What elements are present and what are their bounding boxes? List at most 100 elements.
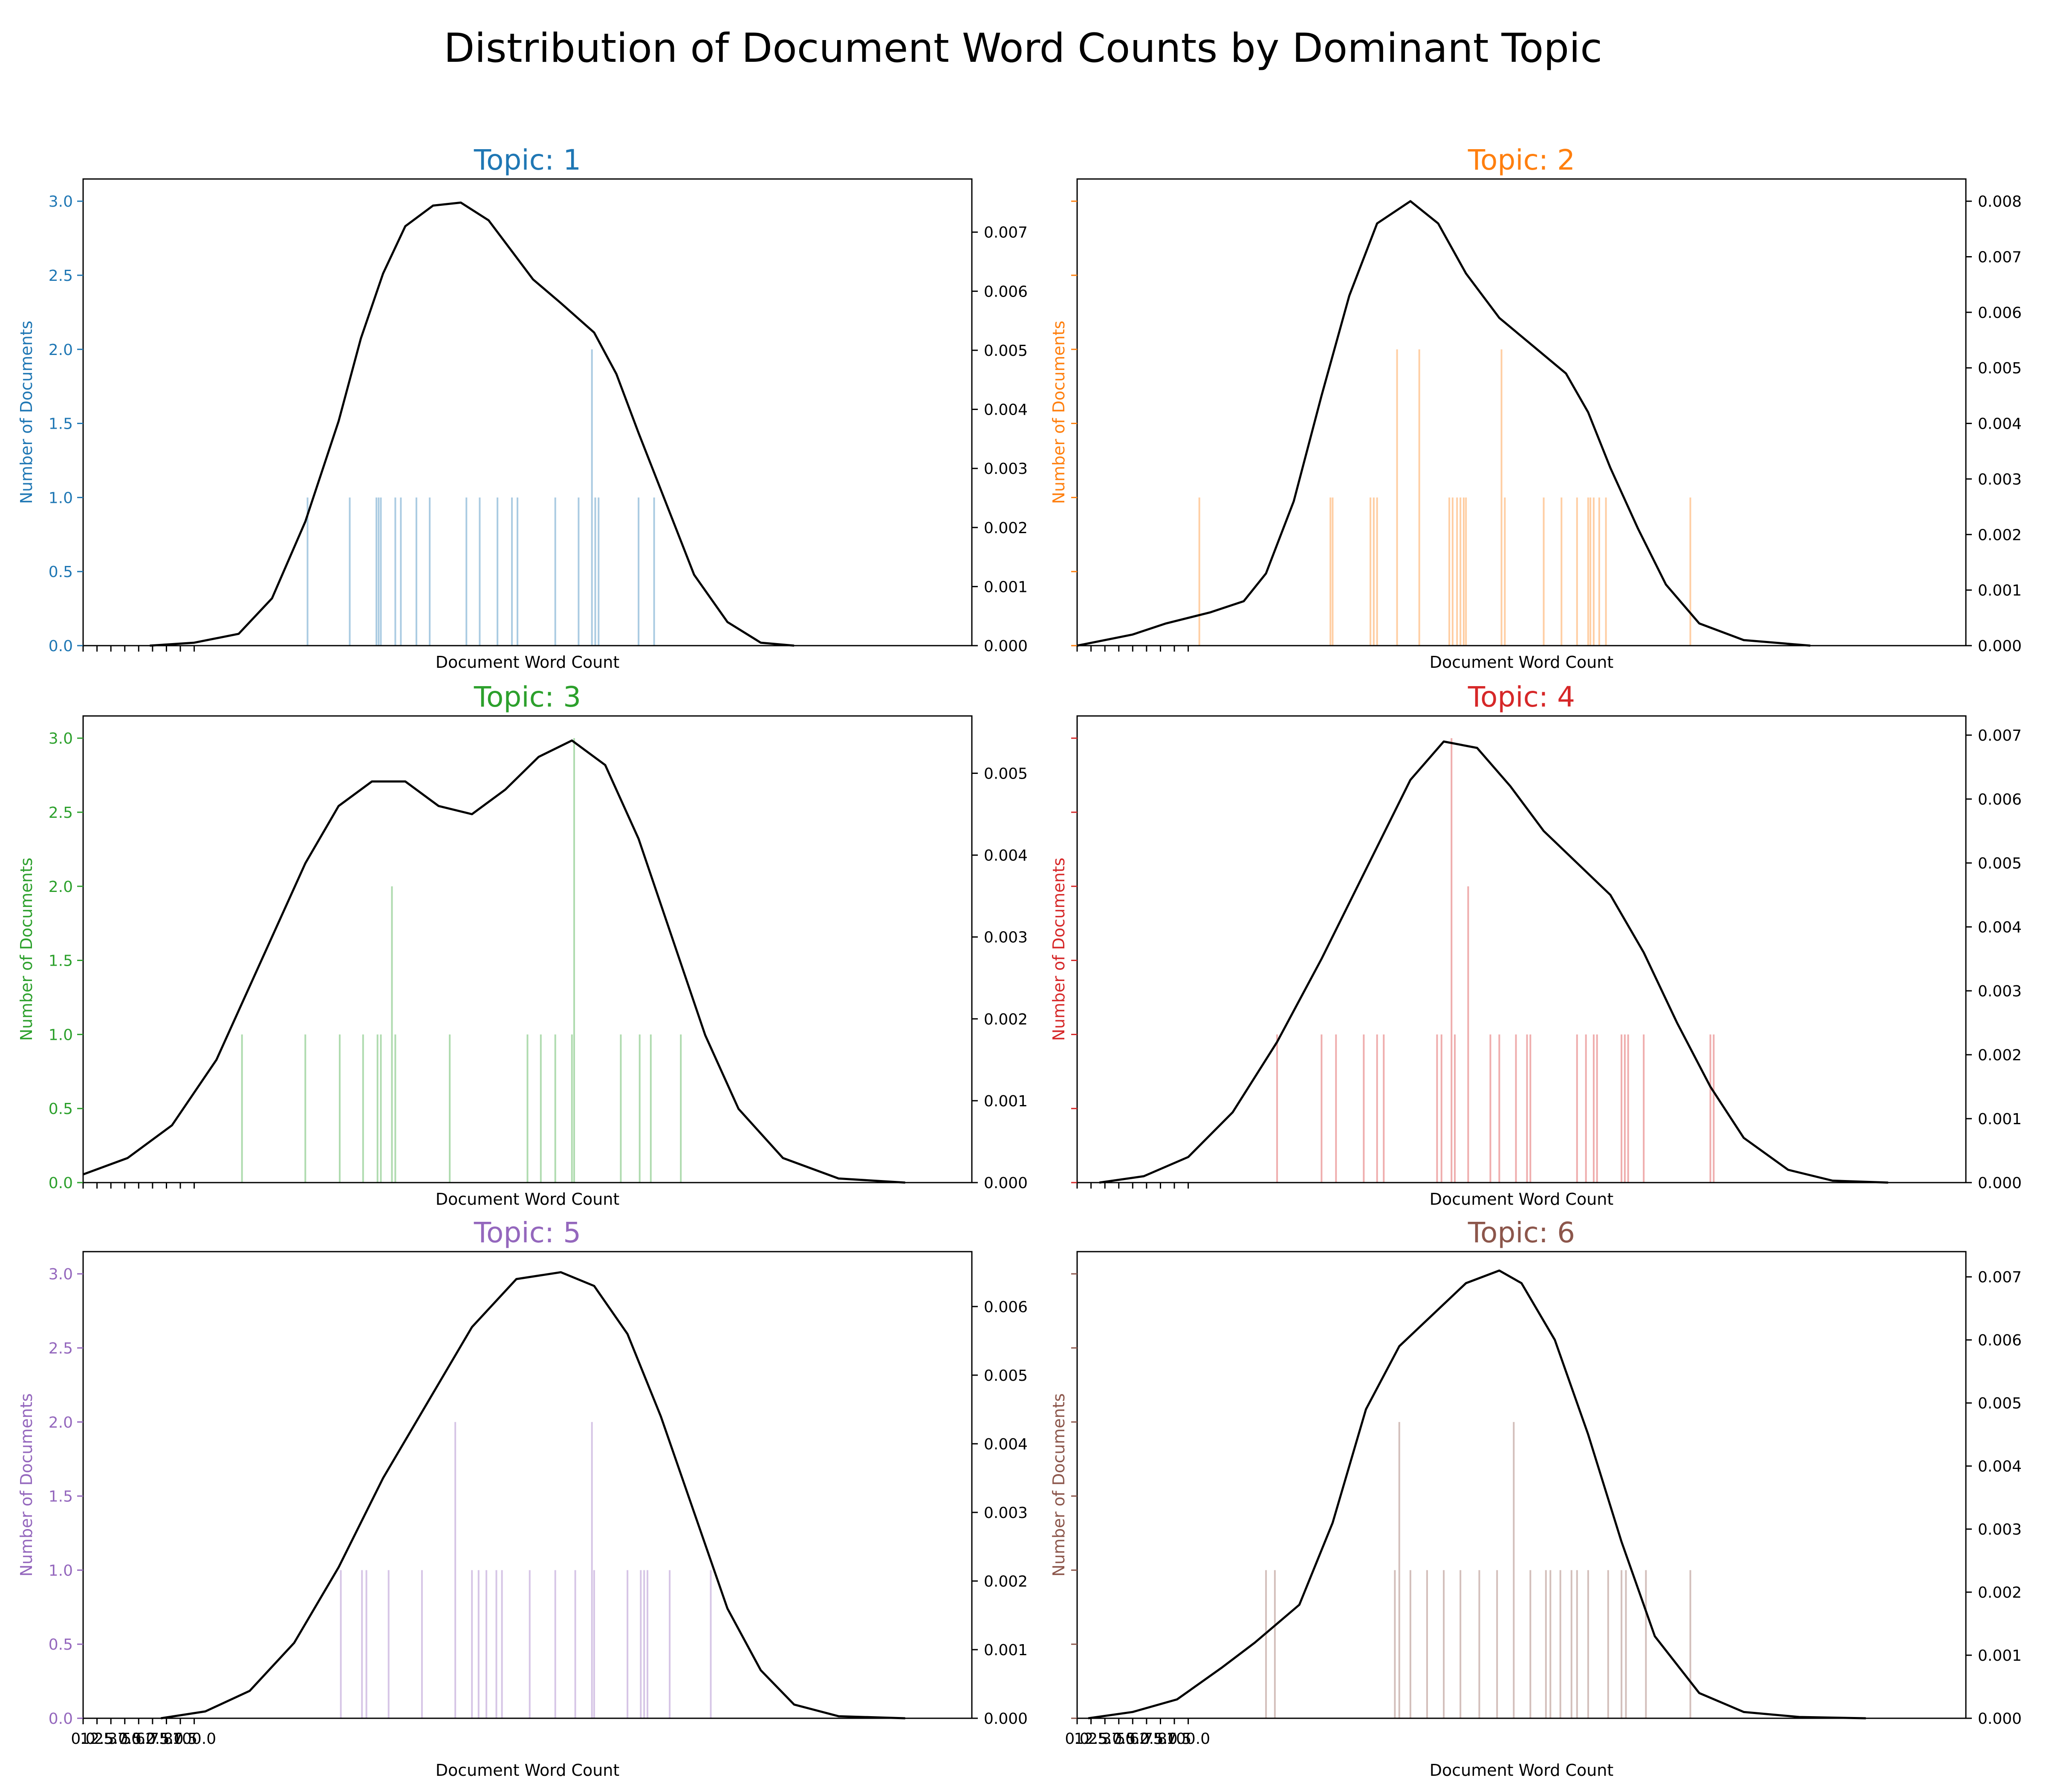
y2-tick-label: 0.003 — [1978, 1521, 2022, 1538]
y2-tick-label: 0.006 — [984, 283, 1028, 300]
histogram-bar — [1576, 497, 1578, 646]
histogram-bar — [1627, 1034, 1629, 1183]
y-tick-label: 1.5 — [49, 952, 73, 970]
y-tick-label: 1.0 — [49, 1026, 73, 1044]
histogram-bar — [380, 1034, 382, 1183]
histogram-bar — [650, 1034, 652, 1183]
histogram-bar — [1621, 1570, 1623, 1718]
histogram-bar — [511, 497, 513, 646]
subplot-topic-6: 0.000 0.001 0.002 0.003 0.004 0.005 0.006 0.007… — [1049, 1216, 2022, 1780]
histogram-bar — [643, 1570, 645, 1718]
kde-curve — [1077, 200, 1811, 647]
histogram-bar — [1465, 497, 1467, 646]
histogram-bar — [394, 1034, 396, 1183]
histogram-bar — [640, 1570, 642, 1718]
histogram-bar — [1607, 1570, 1609, 1718]
y-axis-label: Number of Documents — [1049, 857, 1068, 1041]
histogram-bar — [1451, 738, 1453, 1183]
histogram-bar — [1605, 497, 1607, 646]
histogram-bar — [495, 1570, 497, 1718]
y-axis-label: Number of Documents — [17, 1393, 36, 1576]
histogram-bar — [710, 1570, 712, 1718]
histogram-bar — [1451, 497, 1454, 646]
y-tick-label: 2.0 — [49, 878, 73, 896]
kde-curve — [83, 739, 905, 1184]
histogram-bar — [339, 1034, 341, 1183]
histogram-bar — [471, 1570, 473, 1718]
histogram-bar — [1418, 349, 1420, 646]
x-tick-label: 25.0 — [94, 1730, 128, 1748]
histogram-bar — [1276, 1034, 1278, 1183]
y-tick-label: 1.5 — [49, 1488, 73, 1506]
histogram-bar — [449, 1034, 451, 1183]
x-tick-label: 62.5 — [136, 1730, 170, 1748]
x-tick-label: 62.5 — [1130, 1730, 1164, 1748]
y2-tick-label: 0.004 — [1978, 416, 2022, 433]
y-tick-label: 0.5 — [49, 1636, 73, 1653]
plot-frame — [1076, 1251, 1967, 1719]
y2-tick-label: 0.003 — [984, 1504, 1028, 1522]
histogram-bar — [1274, 1570, 1276, 1718]
y-tick-label: 2.5 — [49, 267, 73, 285]
y2-tick-label: 0.003 — [984, 929, 1028, 946]
histogram-bar — [1570, 1570, 1572, 1718]
y-axis-label: Number of Documents — [1049, 320, 1068, 504]
histogram-bar — [1713, 1034, 1715, 1183]
histogram-bar — [1585, 1034, 1587, 1183]
subplot-topic-1: 0.0 0.5 1.0 1.5 2.0 2.5 3.0 0.000 0.001 0.002 0.00… — [17, 144, 1028, 672]
histogram-bar — [1332, 497, 1334, 646]
histogram-bar — [1373, 497, 1375, 646]
histogram-bar — [1529, 1570, 1532, 1718]
histogram-bar — [380, 497, 382, 646]
y2-tick-label: 0.003 — [984, 460, 1028, 478]
histogram-bar — [540, 1034, 542, 1183]
subplot-title: Topic: 3 — [474, 681, 581, 713]
y-tick-label: 0.5 — [49, 563, 73, 581]
histogram-bar — [554, 497, 556, 646]
histogram-bar — [1587, 1570, 1589, 1718]
x-axis-label: Document Word Count — [436, 1761, 620, 1780]
histogram-bar — [669, 1570, 671, 1718]
histogram-bar — [1500, 349, 1503, 646]
y-tick-label: 3.0 — [49, 1266, 73, 1283]
y2-tick-label: 0.008 — [1978, 193, 2022, 211]
y2-tick-label: 0.005 — [984, 765, 1028, 782]
histogram-bar — [1545, 1570, 1547, 1718]
plot-frame — [1076, 178, 1967, 646]
y2-tick-label: 0.006 — [1978, 1332, 2022, 1349]
subplot-title: Topic: 5 — [474, 1216, 581, 1249]
histogram-bar — [1496, 1570, 1498, 1718]
histogram-bar — [501, 1570, 503, 1718]
x-axis-label: Document Word Count — [1430, 1190, 1614, 1209]
histogram-bar — [680, 1034, 682, 1183]
y2-tick-label: 0.007 — [1978, 727, 2022, 745]
y2-tick-label: 0.003 — [1978, 471, 2022, 488]
y2-tick-label: 0.002 — [1978, 1584, 2022, 1602]
y2-tick-label: 0.007 — [1978, 1269, 2022, 1286]
y2-tick-label: 0.000 — [1978, 1710, 2022, 1728]
x-axis-label: Document Word Count — [436, 653, 620, 672]
histogram-bar — [479, 497, 481, 646]
histogram-bar — [1489, 1034, 1491, 1183]
subplot-title: Topic: 2 — [1468, 144, 1575, 176]
y-axis-label: Number of Documents — [17, 320, 36, 504]
y-tick-label: 2.5 — [49, 804, 73, 822]
histogram-bar — [340, 1570, 342, 1718]
histogram-bar — [1561, 497, 1563, 646]
y2-tick-label: 0.005 — [1978, 360, 2022, 377]
x-axis-label: Document Word Count — [436, 1190, 620, 1209]
y-tick-label: 0.0 — [49, 1710, 73, 1728]
histogram-bar — [573, 738, 575, 1183]
y2-tick-label: 0.005 — [1978, 1395, 2022, 1412]
histogram-bar — [1543, 497, 1545, 646]
histogram-bar — [1335, 1034, 1337, 1183]
kde-curve — [1099, 740, 1888, 1184]
histogram-bar — [591, 349, 593, 646]
y2-tick-label: 0.006 — [984, 1299, 1028, 1316]
y-tick-label: 2.5 — [49, 1340, 73, 1357]
histogram-bar — [1329, 497, 1332, 646]
kde-curve — [161, 1271, 905, 1720]
histogram-bar — [1321, 1034, 1323, 1183]
